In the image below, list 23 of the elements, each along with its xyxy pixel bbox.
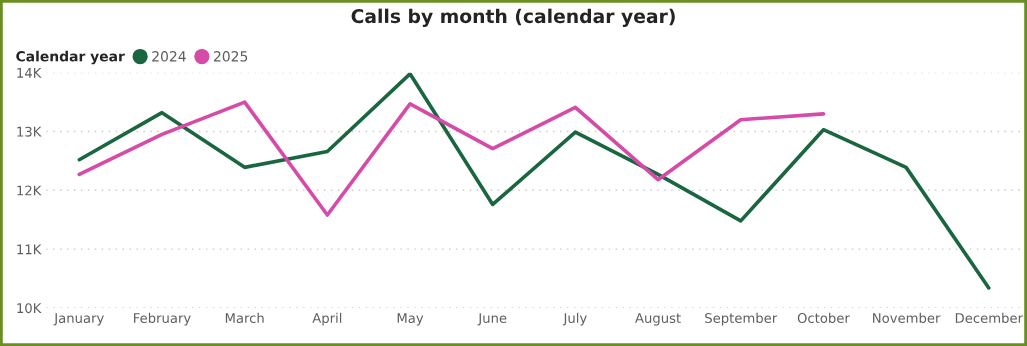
- x-tick-label: January: [53, 313, 104, 326]
- x-tick-label: March: [225, 312, 264, 324]
- y-tick-label: 10K: [17, 303, 42, 314]
- x-tick-label: July: [562, 312, 587, 326]
- line-series: [77, 100, 826, 217]
- y-tick-label: 12K: [17, 185, 42, 196]
- legend-title: Calendar year: [16, 50, 125, 65]
- x-tick-label: December: [955, 312, 1023, 324]
- x-tick-label: June: [477, 313, 507, 326]
- x-tick-label: September: [705, 312, 778, 326]
- chart-title: Calls by month (calendar year): [351, 8, 675, 27]
- legend-label: 2024: [152, 51, 186, 62]
- x-tick-label: May: [397, 313, 424, 326]
- y-tick-label: 13K: [17, 126, 42, 137]
- legend-label: 2025: [213, 51, 248, 62]
- x-tick-label: August: [635, 313, 681, 326]
- x-tick-label: November: [873, 312, 941, 324]
- x-tick-label: February: [134, 312, 191, 326]
- x-tick-label: October: [797, 312, 850, 324]
- y-tick-label: 14K: [17, 68, 42, 78]
- line-series: [77, 72, 991, 290]
- x-tick-label: April: [312, 312, 342, 326]
- y-tick-label: 11K: [17, 244, 42, 255]
